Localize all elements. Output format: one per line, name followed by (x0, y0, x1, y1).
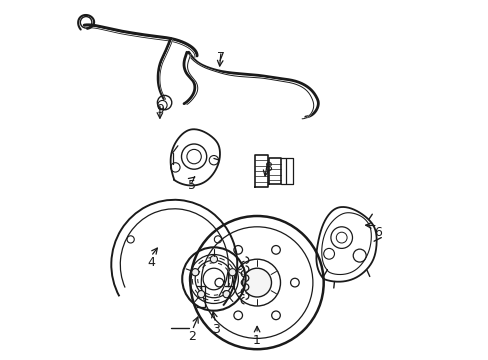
Text: 1: 1 (253, 334, 261, 347)
Circle shape (210, 256, 217, 263)
Text: 8: 8 (264, 161, 271, 174)
Circle shape (242, 268, 271, 297)
Text: 7: 7 (217, 51, 224, 64)
Circle shape (223, 291, 230, 298)
Text: 4: 4 (147, 256, 155, 269)
Text: 3: 3 (211, 323, 219, 336)
Text: 6: 6 (373, 226, 381, 239)
Circle shape (228, 269, 236, 276)
Circle shape (197, 291, 204, 298)
Text: 5: 5 (188, 179, 196, 192)
Circle shape (191, 269, 199, 276)
Text: 9: 9 (156, 103, 163, 116)
Text: 2: 2 (188, 330, 196, 343)
